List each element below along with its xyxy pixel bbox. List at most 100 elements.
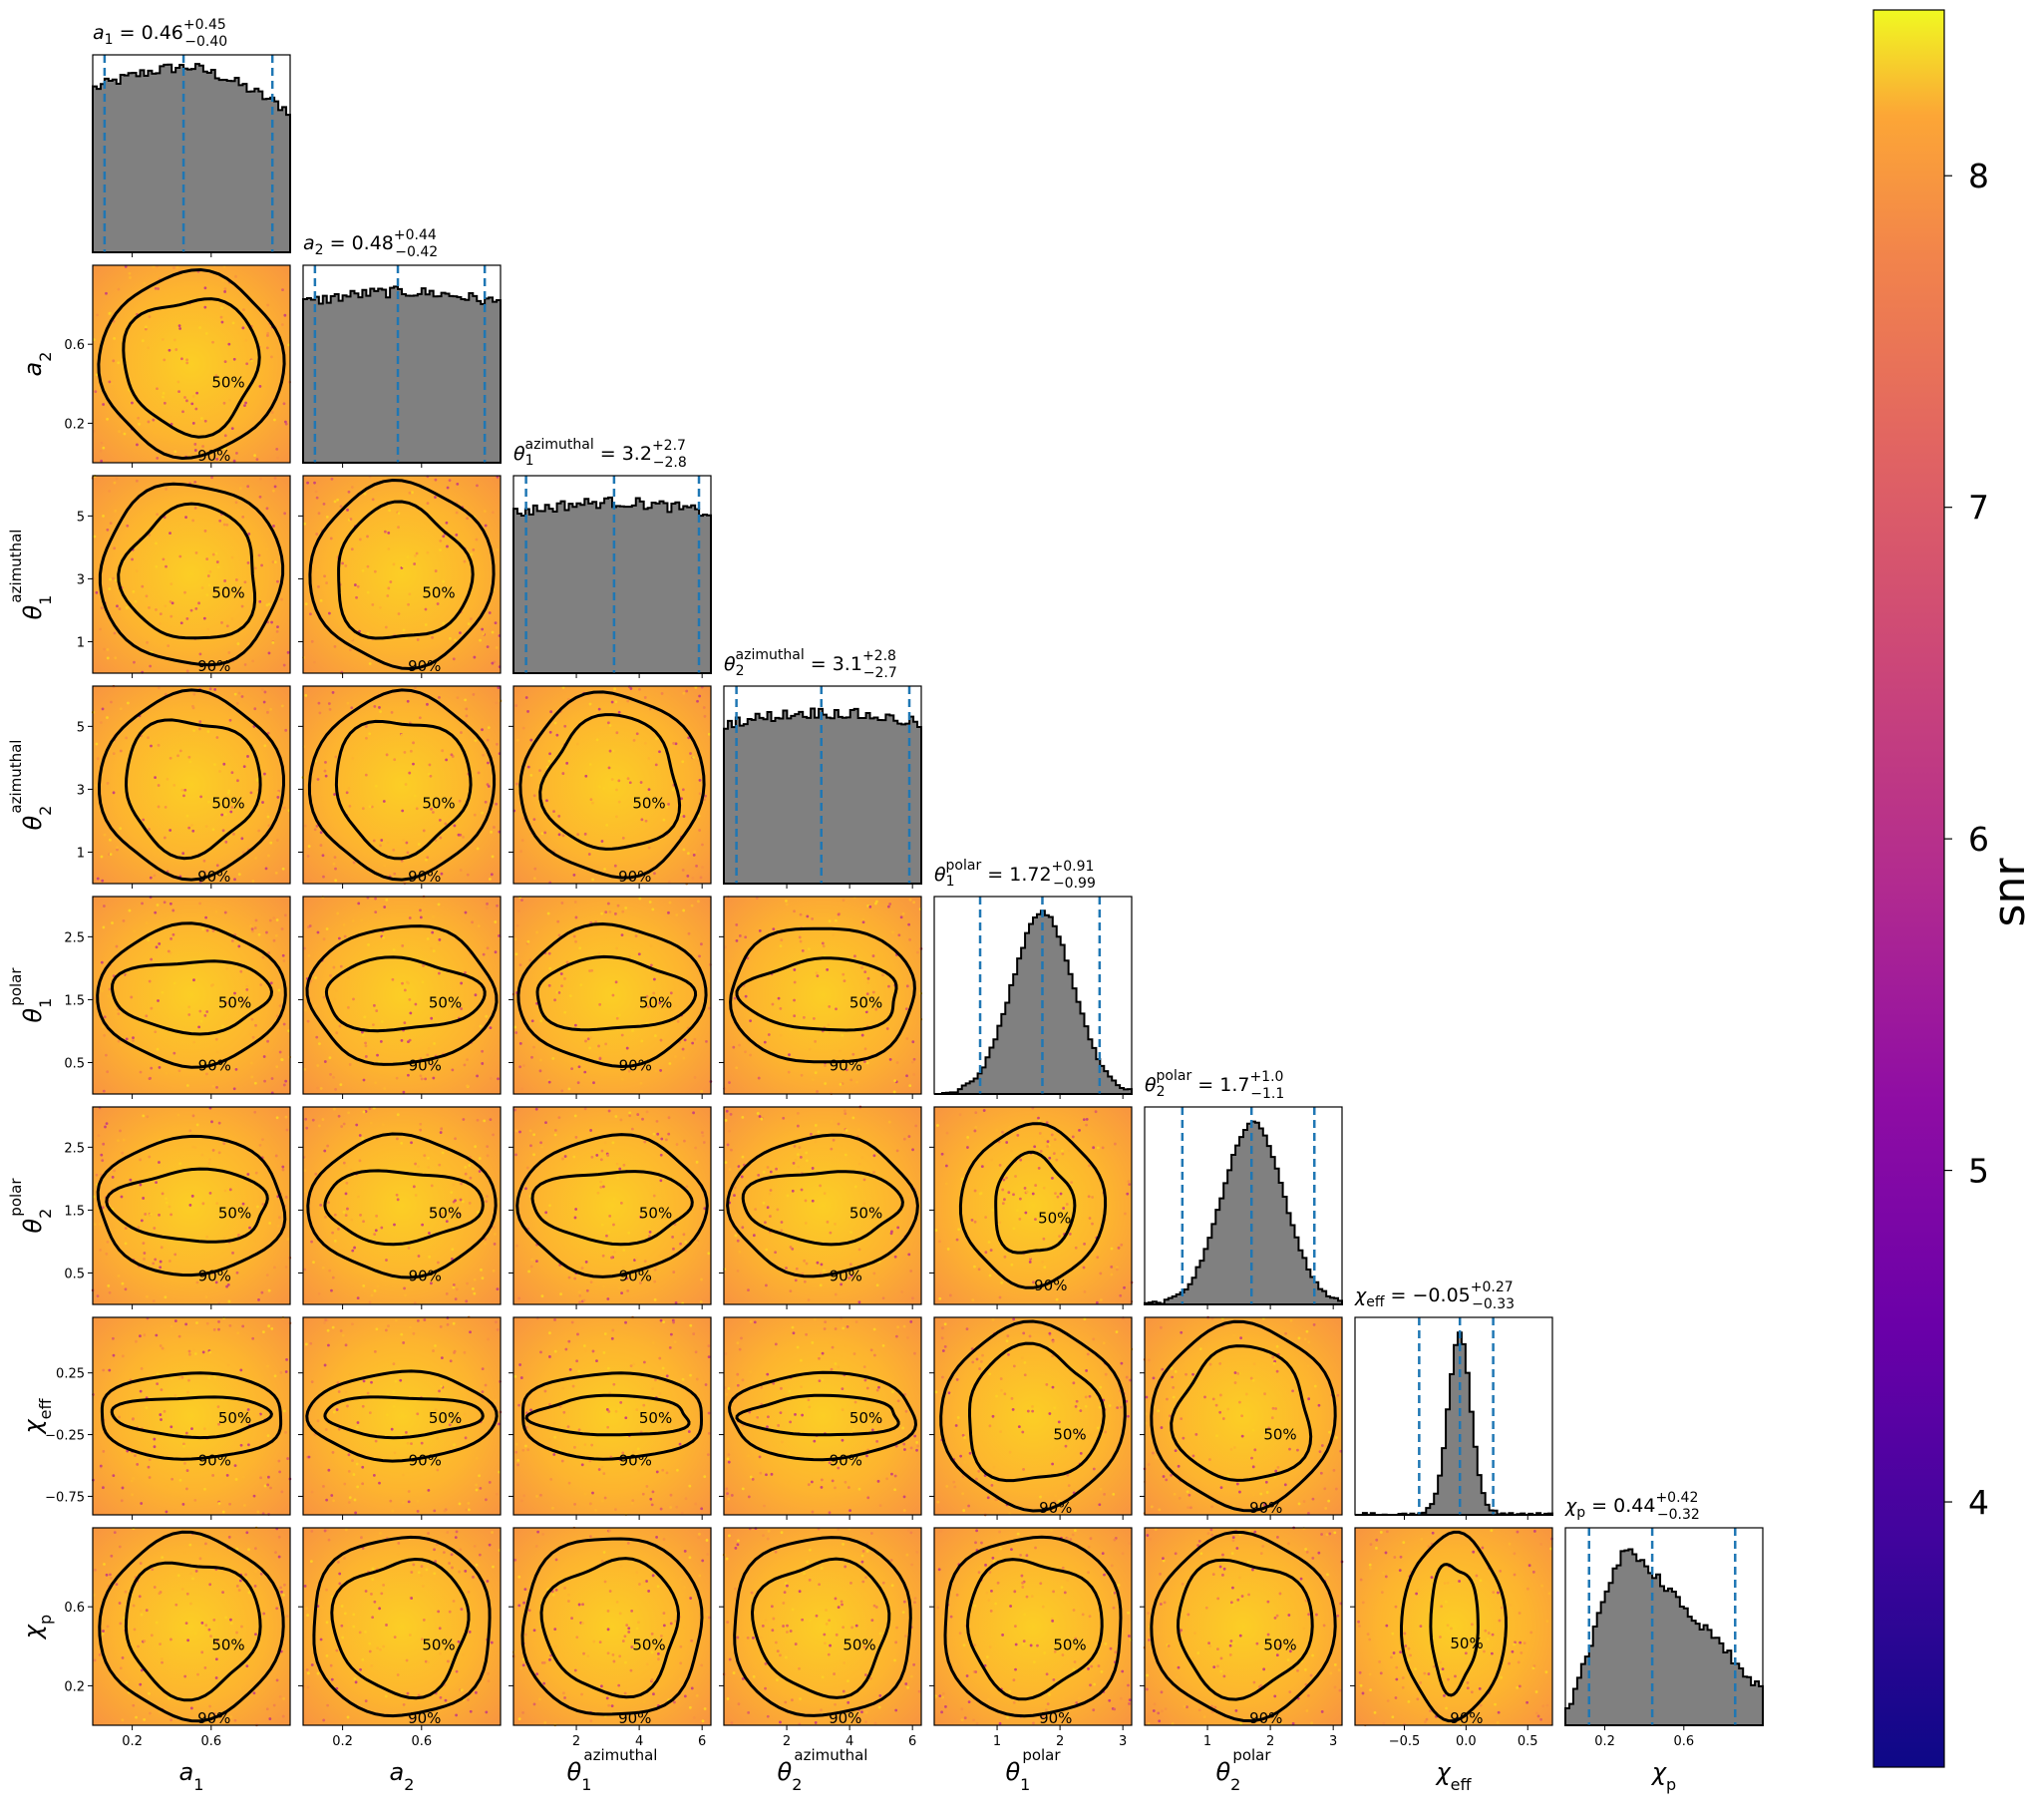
scatter-points [91, 684, 291, 884]
contour-90 [727, 1370, 918, 1462]
hist-panel-theta_1_azimuthal: θ1azimuthal = 3.2+2.7 −2.8 [512, 437, 712, 678]
panel-title: θ2polar = 1.7+1.0 −1.1 [1145, 1068, 1284, 1102]
contour-label-90: 90% [408, 1709, 441, 1727]
x-axis-label: θ1azimuthal [567, 1746, 658, 1794]
contour-label-90: 90% [1039, 1499, 1072, 1517]
x-tick-label: 2 [783, 1734, 791, 1749]
contour-90 [96, 921, 287, 1069]
axes-frame [92, 1106, 291, 1305]
scatter-points [1143, 1526, 1344, 1725]
colorbar-tick-label: 5 [1968, 1152, 1989, 1191]
x-tick-label: 4 [635, 1734, 643, 1749]
contour-90 [516, 921, 708, 1069]
scatter-density [93, 265, 290, 463]
y-tick-label: −0.75 [45, 1490, 85, 1505]
hist-panel-chi_p: χp = 0.44+0.42 −0.32 0.2 0.6 χp [1564, 1490, 1764, 1794]
axes-frame [723, 1316, 922, 1516]
x-axis-label: χp [1650, 1758, 1676, 1794]
x-tick-label: 0.2 [1594, 1734, 1615, 1749]
contour-label-90: 90% [1249, 1499, 1282, 1517]
histogram-bars [723, 707, 922, 885]
axes-frame [723, 1106, 922, 1305]
contour-50 [324, 955, 487, 1033]
contour-label-90: 90% [1249, 1709, 1282, 1727]
scatter-panel-a_1-vs-theta_2_azimuthal: 90% 50% 1 3 5 θ2azimuthal [7, 684, 291, 889]
axes-frame [723, 685, 922, 885]
x-tick-label: 0.6 [411, 1734, 432, 1749]
axes-frame [92, 896, 291, 1095]
panel-title: θ1polar = 1.72+0.91 −0.99 [934, 858, 1096, 892]
axes-frame [1564, 1527, 1764, 1726]
contour-90 [958, 1122, 1108, 1289]
panel-title: χp = 0.44+0.42 −0.32 [1564, 1490, 1700, 1523]
contour-label-90: 90% [198, 1452, 231, 1470]
scatter-panel-a_1-vs-theta_2_polar: 90% 50% 0.5 1.5 2.5 θ2polar [7, 1106, 292, 1309]
colorbar: 4 5 6 7 8 snr [1872, 9, 2031, 1768]
contour-label-50: 50% [1450, 1635, 1483, 1652]
axes-frame [1144, 1106, 1343, 1305]
contour-90 [100, 1371, 283, 1461]
scatter-panel-a_2-vs-theta_1_polar: 90% 50% [298, 895, 502, 1099]
histogram-bars [92, 63, 291, 253]
scatter-points [303, 895, 502, 1094]
contour-label-90: 90% [1039, 1709, 1072, 1727]
contour-90 [305, 924, 499, 1066]
axes-frame [92, 264, 291, 464]
scatter-panel-theta_2_polar-vs-chi_eff: 90% 50% [1140, 1315, 1343, 1520]
axes-frame [302, 1527, 502, 1726]
y-tick-label: 0.2 [64, 417, 85, 432]
axes-frame [512, 685, 712, 885]
contour-label-90: 90% [1034, 1276, 1067, 1294]
scatter-panel-a_1-vs-theta_1_polar: 90% 50% 0.5 1.5 2.5 θ1polar [7, 896, 291, 1099]
contour-label-90: 90% [198, 1267, 231, 1284]
contour-50 [530, 1170, 694, 1247]
axes-frame [302, 1106, 502, 1305]
x-tick-label: 0.2 [122, 1734, 143, 1749]
axes-frame [1144, 1527, 1343, 1726]
contour-90 [1150, 1319, 1337, 1513]
scatter-density [303, 897, 501, 1094]
scatter-panel-theta_1_azimuthal-vs-theta_1_polar: 90% 50% [508, 896, 713, 1099]
contour-50 [323, 1169, 485, 1247]
x-tick-label: 3 [1119, 1734, 1127, 1749]
contour-90 [305, 1369, 499, 1463]
axes-frame [512, 1316, 712, 1516]
contour-label-50: 50% [211, 584, 244, 602]
contour-label-50: 50% [422, 584, 455, 602]
contour-90 [307, 688, 497, 882]
scatter-points [302, 475, 502, 675]
contour-90 [729, 926, 916, 1064]
scatter-density [934, 1317, 1132, 1515]
panel-title: θ2azimuthal = 3.1+2.8 −2.7 [724, 647, 897, 681]
y-tick-label: 3 [77, 783, 85, 798]
contour-90 [96, 1134, 287, 1277]
y-tick-label: −0.25 [45, 1429, 85, 1444]
hist-panel-theta_2_polar: θ2polar = 1.7+1.0 −1.1 [1144, 1068, 1343, 1309]
contour-label-90: 90% [830, 1452, 862, 1470]
axes-frame [92, 1316, 291, 1516]
contour-label-90: 90% [408, 868, 441, 886]
axes-frame [1354, 1316, 1553, 1516]
contour-label-90: 90% [198, 1056, 231, 1074]
y-axis-label: θ2polar [7, 1178, 55, 1234]
scatter-density [93, 897, 290, 1094]
contour-50 [330, 1557, 471, 1700]
contour-50 [110, 1395, 273, 1440]
scatter-density [1145, 1317, 1342, 1515]
contour-90 [943, 1535, 1123, 1718]
scatter-points [933, 1529, 1133, 1725]
contour-label-50: 50% [639, 1409, 672, 1427]
x-tick-label: 4 [846, 1734, 853, 1749]
contour-50 [337, 500, 475, 640]
contour-50 [750, 1557, 891, 1699]
scatter-panel-theta_1_polar-vs-chi_p: 90% 50% 1 2 3 θ1polar [929, 1527, 1133, 1794]
contour-50 [994, 1150, 1077, 1255]
contour-label-90: 90% [619, 1056, 652, 1074]
axes-frame [302, 685, 502, 885]
axes-frame [92, 475, 291, 674]
contour-label-50: 50% [211, 795, 244, 813]
contour-50 [1429, 1563, 1480, 1697]
contour-50 [323, 1395, 485, 1440]
contour-90 [1150, 1530, 1337, 1723]
contour-90 [726, 1133, 919, 1278]
